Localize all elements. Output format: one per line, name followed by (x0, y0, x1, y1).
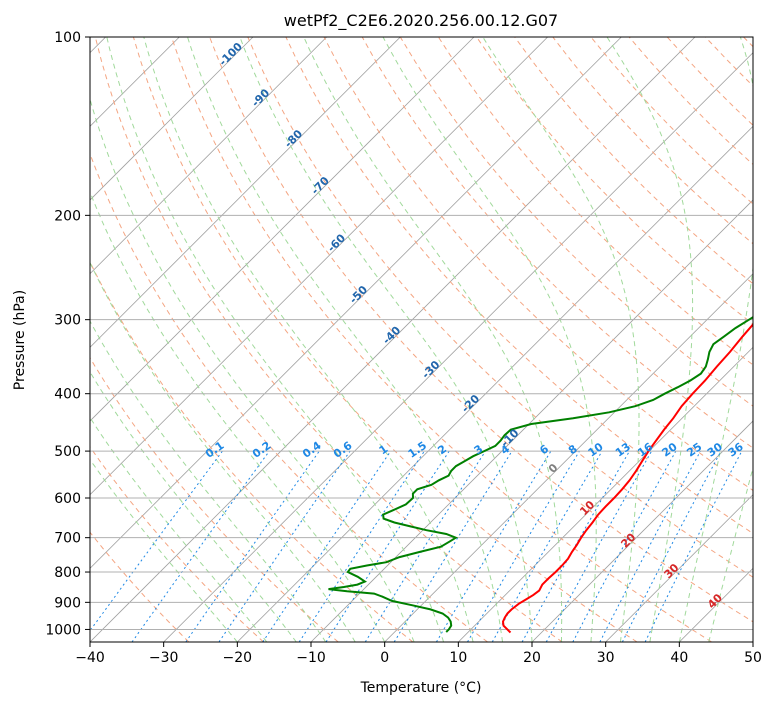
dry-adiabat-line (171, 37, 712, 642)
dry-adiabat-line (247, 37, 753, 578)
x-tick-label: 20 (523, 650, 541, 666)
mixing-ratio-line (572, 450, 677, 642)
moist-adiabat-line (606, 37, 694, 642)
isotherm-line (90, 37, 622, 569)
mixing-ratio-line (435, 450, 552, 642)
x-tick-label: −30 (149, 650, 179, 666)
moist-adiabat-line (482, 37, 640, 642)
profile-line (328, 315, 753, 633)
profile-line (501, 322, 753, 634)
moist-adiabat-line (239, 37, 533, 642)
mixing-ratio-line (364, 450, 486, 642)
moist-adiabat-line (90, 190, 386, 642)
isotherm-line (90, 37, 327, 275)
y-axis-label: Pressure (hPa) (12, 290, 28, 390)
mixing-ratio-line (325, 450, 450, 642)
mixing-ratio-line (90, 450, 223, 632)
x-tick-label: 30 (597, 650, 615, 666)
x-tick-label: −40 (75, 650, 105, 666)
isotherm-line (458, 346, 753, 642)
mixing-ratio-line (185, 450, 320, 642)
x-tick-label: −20 (223, 650, 253, 666)
y-tick-label: 100 (54, 30, 81, 46)
y-tick-label: 800 (54, 565, 81, 581)
y-tick-label: 500 (54, 444, 81, 460)
y-tick-label: 300 (54, 313, 81, 329)
profile-lines (328, 315, 753, 634)
x-axis-label: Temperature (°C) (360, 680, 482, 696)
dry-adiabat-line (399, 37, 753, 407)
mixing-ratio-line (545, 450, 653, 642)
mixing-ratio-line (644, 450, 743, 642)
dry-adiabat-line (90, 260, 414, 642)
isotherm-line (531, 420, 753, 642)
isotherm-line (90, 37, 254, 201)
dry-adiabat-line (514, 37, 753, 285)
moist-adiabat-line (90, 416, 268, 642)
dry-adiabat-line (132, 37, 638, 642)
dry-adiabat-line (209, 37, 753, 623)
moist-adiabat-line (90, 97, 415, 642)
isotherm-line (605, 494, 753, 642)
y-tick-label: 900 (54, 595, 81, 611)
mixing-ratio-line (599, 450, 701, 642)
x-tick-label: −10 (296, 650, 326, 666)
y-tick-label: 700 (54, 531, 81, 547)
x-tick-label: 50 (744, 650, 762, 666)
isotherm-line (237, 125, 753, 642)
moist-adiabat-line (187, 37, 503, 642)
mixing-ratio-line (393, 450, 513, 642)
mixing-ratio-line (298, 450, 425, 642)
isotherm-line (90, 37, 696, 642)
y-tick-label: 400 (54, 387, 81, 403)
x-tick-label: 0 (380, 650, 389, 666)
moist-adiabat-line (106, 37, 445, 642)
background-lines (90, 37, 753, 642)
moist-adiabat-line (90, 458, 238, 642)
isotherm-line (163, 52, 753, 642)
isotherm-line (90, 37, 401, 348)
mixing-ratio-line (131, 450, 270, 642)
moist-adiabat-line (303, 37, 563, 642)
plot-frame (89, 36, 754, 643)
dry-adiabat-line (90, 446, 264, 642)
moist-adiabat-line (90, 370, 297, 642)
moist-adiabat-line (143, 37, 474, 642)
y-tick-label: 1000 (45, 622, 81, 638)
mixing-ratio-line (621, 450, 722, 642)
moist-adiabat-line (382, 37, 597, 642)
isotherm-line (384, 273, 753, 642)
dry-adiabat-line (90, 531, 190, 642)
isotherm-line (90, 37, 475, 422)
x-tick-label: 10 (449, 650, 467, 666)
pressure-gridlines (90, 37, 753, 630)
mixing-ratio-line (521, 450, 630, 642)
y-axis: 100 200 300 400 500 600 700 800 900 1000 (45, 30, 90, 638)
y-tick-label: 200 (54, 208, 81, 224)
dry-adiabat-line (90, 152, 488, 642)
x-tick-label: 40 (670, 650, 688, 666)
dry-adiabat-line (361, 37, 753, 449)
isotherm-line (90, 37, 548, 496)
x-axis: −40 −30 −20 −10 0 10 20 30 40 50 (75, 642, 762, 666)
mixing-ratio-line (467, 450, 580, 642)
chart-title: wetPf2_C2E6.2020.256.00.12.G07 (284, 11, 558, 31)
moist-adiabat-line (90, 261, 356, 642)
dry-adiabat-line (94, 37, 563, 642)
y-tick-label: 600 (54, 491, 81, 507)
